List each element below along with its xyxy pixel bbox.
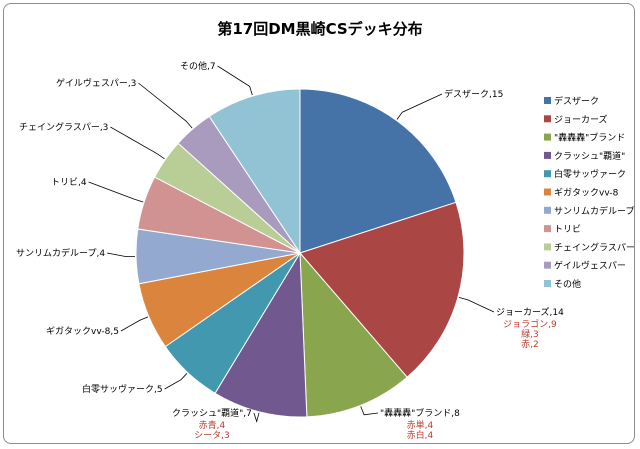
slice-label: デスザーク,15 [444, 88, 503, 100]
slice-label: サンリムカデループ,4 [16, 247, 105, 259]
legend-entry: サンリムカデループ [554, 205, 634, 217]
legend-swatch [544, 115, 551, 123]
legend-swatch [544, 97, 551, 104]
pie-chart: 第17回DM黒崎CSデッキ分布 デスザーク,15 ジョーカーズ,14ジョラゴン,9… [16, 20, 635, 441]
leader-line [120, 316, 149, 332]
slice-3 [299, 251, 408, 418]
slice-note: 緑,3 [521, 328, 539, 340]
chart-title: 第17回DM黒崎CSデッキ分布 [217, 20, 422, 38]
slice-note: シータ,3 [194, 430, 230, 441]
legend-entry: ギガタックvv-8 [554, 188, 619, 199]
slice-label: 白零サッヴァーク,5 [82, 383, 163, 395]
slice-label: その他,7 [180, 60, 216, 72]
slice-2 [299, 201, 465, 378]
legend-swatch [544, 243, 551, 251]
leader-line [88, 181, 144, 203]
legend-entry: ゲイルヴェスパー [554, 260, 626, 272]
legend-swatch [544, 206, 551, 214]
slice-label: チェイングラスパー,3 [19, 121, 108, 133]
legend-entry: トリビ [554, 224, 581, 235]
slice-note: 赤単,4 [407, 419, 434, 431]
leader-line [396, 93, 443, 120]
leader-line [217, 65, 253, 96]
slice-11 [208, 88, 301, 255]
legend-swatch [544, 280, 551, 287]
legend-swatch [544, 188, 551, 196]
slice-note: 赤白,4 [407, 429, 434, 441]
leader-line [107, 252, 136, 258]
legend-entry: チェイングラスパー [554, 241, 635, 253]
slice-note: 赤,2 [521, 339, 539, 350]
slice-label: ギガタックvv-8,5 [46, 326, 119, 337]
legend-swatch [544, 170, 551, 178]
leader-line [138, 82, 193, 129]
slice-label: ジョーカーズ,14 [496, 306, 564, 318]
legend-swatch [544, 261, 551, 269]
legend-entry: ジョーカーズ [554, 113, 608, 125]
slice-label: クラッシュ"覇道",7 [172, 407, 252, 419]
legend-entry: 白零サッヴァーク [554, 168, 626, 180]
legend-swatch [544, 133, 551, 141]
legend-entry: デスザーク [554, 95, 599, 107]
leader-line [164, 373, 188, 390]
legend-entry: クラッシュ"覇道" [554, 150, 625, 162]
legend-swatch [544, 151, 551, 159]
pie-slices [135, 88, 465, 418]
leader-line [360, 406, 379, 416]
slice-1 [299, 88, 457, 254]
slice-4 [214, 251, 308, 418]
slice-label: ゲイルヴェスパー,3 [56, 77, 136, 89]
chart-frame: 第17回DM黒崎CSデッキ分布 デスザーク,15 ジョーカーズ,14 ジョラゴン,9… [3, 3, 635, 444]
slice-note: 赤青,4 [199, 419, 226, 431]
legend-entry: "轟轟轟"ブランド [554, 132, 625, 144]
leader-line [253, 412, 260, 423]
leader-line [458, 297, 495, 313]
slice-note: ジョラゴン,9 [503, 318, 557, 330]
slice-label: トリビ,4 [51, 177, 87, 188]
leader-line [110, 126, 165, 160]
legend-entry: その他 [554, 278, 581, 290]
slice-label: "轟轟轟"ブランド,8 [380, 407, 460, 419]
legend-swatch [544, 225, 551, 233]
